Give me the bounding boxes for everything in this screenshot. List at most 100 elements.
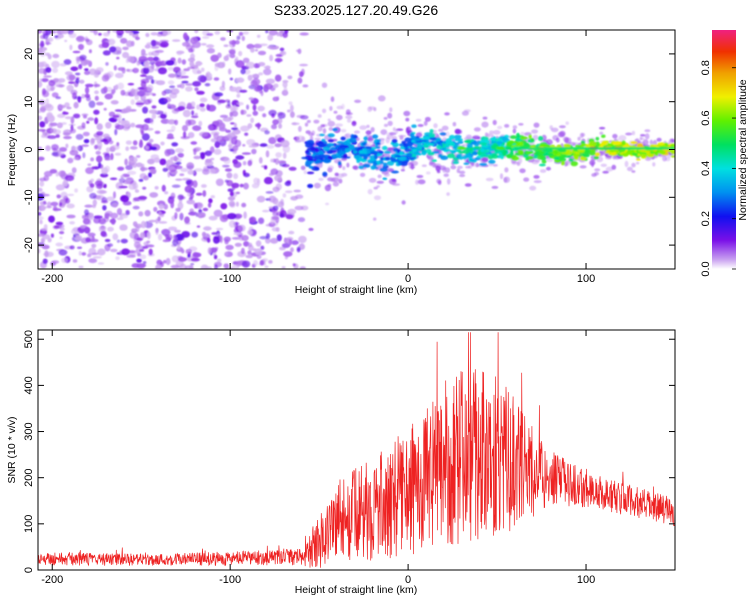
spectrogram-cell: [229, 86, 238, 92]
spectrogram-cell: [223, 44, 229, 47]
spectrogram-cell: [344, 133, 352, 138]
spectrogram-cell: [184, 185, 193, 193]
spectrogram-cell: [88, 247, 97, 256]
spectrogram-cell: [511, 160, 518, 166]
spectrogram-cell: [71, 167, 77, 174]
spectrogram-cell: [595, 136, 600, 141]
spectrogram-cell: [74, 188, 78, 193]
spectrogram-cell: [257, 50, 267, 56]
spectrogram-cell: [124, 158, 128, 166]
spectrogram-cell: [503, 177, 508, 183]
spectrogram-cell: [154, 186, 159, 190]
spectrogram-cell: [599, 131, 604, 135]
spectrogram-cell: [251, 74, 260, 78]
spectrogram-cell: [234, 40, 240, 45]
spectrogram-cell: [137, 195, 148, 200]
spectrogram-cell: [355, 137, 360, 141]
spectrogram-cell: [167, 67, 174, 71]
spectrogram-cell: [59, 236, 63, 240]
spectrogram-cell: [142, 261, 147, 265]
spectrogram-cell: [443, 149, 450, 153]
spectrogram-cell: [96, 131, 104, 136]
spectrogram-cell: [204, 83, 211, 87]
spectrogram-cell: [546, 166, 551, 171]
spectrogram-cell: [150, 117, 154, 125]
spectrogram-cell: [121, 67, 126, 74]
spectrogram-cell: [257, 178, 261, 186]
spectrogram-cell: [417, 124, 424, 127]
spectrogram-cell: [186, 162, 195, 170]
spectrogram-cell: [367, 106, 373, 112]
spectrogram-cell: [517, 149, 524, 155]
y-tick-label: -20: [23, 237, 35, 253]
spectrogram-cell: [40, 237, 46, 243]
snr-frame: [37, 329, 676, 571]
spectrogram-cell: [189, 264, 194, 269]
spectrogram-cell: [155, 264, 162, 269]
spectrogram-cell: [233, 105, 237, 112]
spectrogram-cell: [601, 134, 606, 138]
spectrogram-cell: [164, 191, 169, 195]
spectrogram-cell: [507, 140, 515, 145]
spectrogram-cell: [584, 149, 591, 155]
spectrogram-cell: [135, 102, 145, 106]
spectrogram-cell: [41, 244, 50, 250]
spectrogram-cell: [194, 30, 199, 34]
spectrogram-cell: [342, 153, 348, 159]
spectrogram-cell: [305, 142, 314, 148]
spectrogram-cell: [40, 61, 47, 68]
spectrogram-cell: [194, 87, 199, 92]
spectrogram-cell: [542, 153, 550, 157]
spectrogram-cell: [656, 137, 662, 142]
spectrogram-cell: [452, 122, 457, 127]
spectrogram-cell: [250, 117, 255, 124]
spectrogram-cell: [64, 39, 68, 43]
spectrogram-cell: [213, 254, 218, 260]
spectrogram-cell: [65, 143, 69, 149]
spectrogram-cell: [636, 158, 641, 161]
spectrogram-cell: [187, 254, 191, 258]
spectrogram-cell: [75, 72, 81, 76]
spectrogram-cell: [196, 70, 202, 74]
spectrogram-cell: [146, 42, 153, 46]
spectrogram-cell: [110, 218, 116, 225]
y-tick-label: 100: [23, 515, 35, 533]
spectrogram-cell: [84, 204, 93, 208]
spectrogram-cell: [256, 195, 266, 203]
spectrogram-cell: [458, 170, 466, 175]
spectrogram-cell: [570, 161, 578, 167]
spectrogram-cell: [55, 184, 65, 191]
spectrogram-cell: [401, 200, 406, 205]
spectrogram-cell: [520, 131, 525, 136]
spectrogram-cell: [132, 182, 139, 190]
spectrogram-cell: [246, 139, 256, 146]
spectrogram-cell: [321, 82, 328, 88]
spectrogram-cell: [317, 126, 323, 132]
spectrogram-cell: [233, 173, 239, 180]
spectrogram-cell: [242, 161, 247, 166]
spectrogram-cell: [341, 147, 346, 152]
spectrogram-cell: [210, 195, 215, 199]
spectrogram-x-ticks: -200 -100 0 100: [41, 30, 595, 285]
spectrogram-cell: [581, 132, 586, 137]
spectrogram-cell: [636, 143, 644, 148]
spectrogram-cell: [59, 147, 67, 152]
spectrogram-cell: [132, 205, 140, 210]
spectrogram-cell: [143, 221, 153, 229]
spectrogram-cell: [83, 139, 90, 144]
spectrogram-cell: [591, 173, 597, 177]
spectrogram-cell: [539, 169, 547, 173]
spectrogram-cell: [557, 131, 565, 138]
spectrogram-cell: [481, 121, 489, 128]
spectrogram-cell: [480, 152, 487, 158]
spectrogram-cell: [446, 178, 451, 185]
spectrogram-cell: [346, 162, 350, 168]
spectrogram-cell: [332, 181, 339, 187]
spectrogram-cell: [235, 191, 240, 195]
spectrogram-cell: [86, 96, 91, 102]
spectrogram-cell: [231, 110, 239, 117]
spectrogram-cell: [103, 86, 108, 94]
spectrogram-cell: [447, 153, 456, 159]
spectrogram-cell: [203, 226, 212, 231]
spectrogram-cell: [126, 68, 130, 72]
